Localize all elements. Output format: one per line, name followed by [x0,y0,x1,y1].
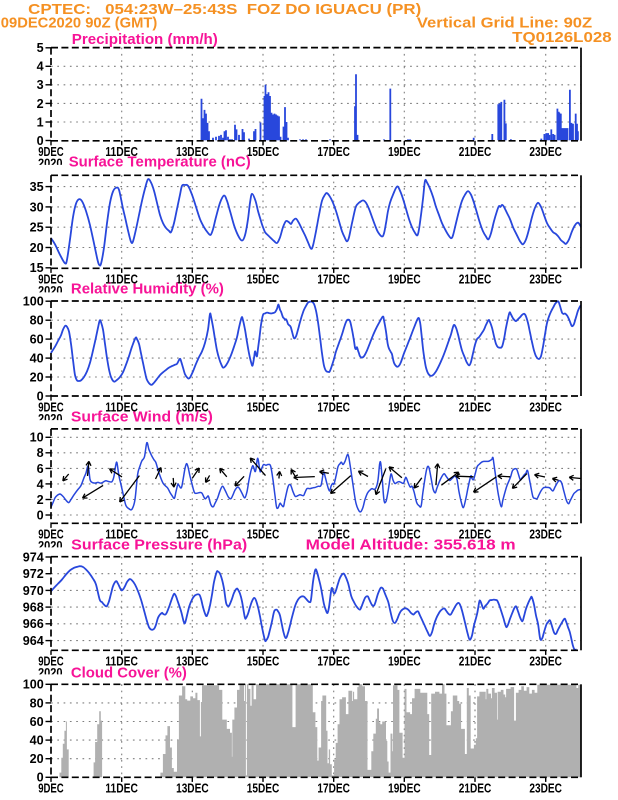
svg-text:80: 80 [30,696,44,710]
svg-text:21DEC: 21DEC [459,528,492,542]
svg-text:0: 0 [37,771,44,785]
svg-text:13DEC: 13DEC [176,145,209,159]
svg-text:972: 972 [23,567,44,581]
svg-text:13DEC: 13DEC [176,273,209,287]
svg-text:15DEC: 15DEC [247,528,279,542]
svg-text:13DEC: 13DEC [176,782,209,796]
svg-text:23DEC: 23DEC [529,528,562,542]
svg-text:2020: 2020 [38,412,63,426]
svg-text:Cloud Cover (%): Cloud Cover (%) [71,664,187,681]
svg-text:25: 25 [30,221,44,235]
svg-text:15DEC: 15DEC [247,273,279,287]
svg-text:2: 2 [37,493,44,507]
svg-text:11DEC: 11DEC [105,273,137,287]
svg-text:40: 40 [30,352,44,366]
svg-text:8: 8 [37,446,44,460]
svg-text:2020: 2020 [38,666,63,680]
svg-text:23DEC: 23DEC [529,655,562,669]
svg-text:17DEC: 17DEC [317,655,350,669]
svg-text:21DEC: 21DEC [459,400,492,414]
svg-text:966: 966 [23,617,44,631]
svg-text:CPTEC: 054:23W–25:43S FOZ D: CPTEC: 054:23W–25:43S FOZ DO IGUACU (PR) [28,1,421,18]
svg-text:19DEC: 19DEC [388,400,421,414]
svg-text:1: 1 [37,115,44,129]
svg-text:23DEC: 23DEC [529,782,562,796]
svg-text:TQ0126L028: TQ0126L028 [512,29,611,46]
svg-text:Precipitation (mm/h): Precipitation (mm/h) [72,31,218,48]
svg-text:20: 20 [30,241,44,255]
svg-text:15DEC: 15DEC [247,145,279,159]
svg-text:13DEC: 13DEC [176,400,209,414]
svg-text:Surface Pressure (hPa): Surface Pressure (hPa) [71,536,247,553]
svg-text:09DEC2020 90Z (GMT): 09DEC2020 90Z (GMT) [1,15,158,32]
svg-text:15DEC: 15DEC [247,400,279,414]
svg-text:10: 10 [30,431,44,445]
svg-text:9DEC: 9DEC [38,145,64,159]
svg-text:60: 60 [30,715,44,729]
svg-text:23DEC: 23DEC [529,400,562,414]
svg-text:2020: 2020 [38,157,63,171]
svg-text:35: 35 [30,180,44,194]
svg-text:3: 3 [37,78,44,92]
svg-text:Model Altitude: 355.618 m: Model Altitude: 355.618 m [306,536,516,553]
svg-text:60: 60 [30,333,44,347]
svg-text:13DEC: 13DEC [176,655,209,669]
svg-text:100: 100 [23,678,44,692]
svg-text:19DEC: 19DEC [388,273,421,287]
svg-text:23DEC: 23DEC [529,273,562,287]
svg-text:15DEC: 15DEC [247,655,279,669]
svg-text:964: 964 [23,634,44,648]
svg-text:20: 20 [30,370,44,384]
svg-text:9DEC: 9DEC [38,400,64,414]
svg-text:80: 80 [30,314,44,328]
svg-text:40: 40 [30,734,44,748]
svg-text:100: 100 [23,295,44,309]
svg-text:9DEC: 9DEC [38,528,64,542]
svg-text:17DEC: 17DEC [317,400,350,414]
svg-text:Vertical Grid Line: 90Z: Vertical Grid Line: 90Z [417,15,592,32]
svg-text:0: 0 [37,134,44,148]
svg-text:19DEC: 19DEC [388,655,421,669]
svg-text:970: 970 [23,584,44,598]
svg-text:968: 968 [23,601,44,615]
svg-text:974: 974 [23,550,44,564]
svg-text:17DEC: 17DEC [317,782,350,796]
svg-text:4: 4 [37,60,44,74]
svg-text:15: 15 [30,261,44,275]
svg-text:15DEC: 15DEC [247,782,279,796]
svg-text:13DEC: 13DEC [176,528,209,542]
svg-text:11DEC: 11DEC [105,528,137,542]
svg-text:11DEC: 11DEC [105,400,137,414]
svg-text:9DEC: 9DEC [38,782,64,796]
svg-text:5: 5 [37,41,44,55]
svg-text:17DEC: 17DEC [317,145,350,159]
svg-text:0: 0 [37,508,44,522]
svg-text:21DEC: 21DEC [459,782,492,796]
svg-text:11DEC: 11DEC [105,145,137,159]
svg-text:Relative Humidity (%): Relative Humidity (%) [71,280,224,297]
svg-text:2020: 2020 [38,284,63,298]
svg-text:Surface Temperature (nC): Surface Temperature (nC) [69,153,251,170]
svg-text:4: 4 [37,477,44,491]
svg-text:2020: 2020 [38,539,63,553]
svg-text:9DEC: 9DEC [38,655,64,669]
svg-text:2: 2 [37,97,44,111]
svg-text:21DEC: 21DEC [459,273,492,287]
svg-text:0: 0 [37,389,44,403]
svg-text:19DEC: 19DEC [388,528,421,542]
svg-text:11DEC: 11DEC [105,655,137,669]
svg-text:21DEC: 21DEC [459,145,492,159]
svg-text:19DEC: 19DEC [388,145,421,159]
svg-text:6: 6 [37,462,44,476]
svg-text:17DEC: 17DEC [317,528,350,542]
svg-text:Surface Wind (m/s): Surface Wind (m/s) [71,408,213,425]
svg-text:30: 30 [30,200,44,214]
svg-text:19DEC: 19DEC [388,782,421,796]
svg-text:11DEC: 11DEC [105,782,137,796]
svg-text:23DEC: 23DEC [529,145,562,159]
svg-text:20: 20 [30,752,44,766]
svg-text:21DEC: 21DEC [459,655,492,669]
svg-text:9DEC: 9DEC [38,273,64,287]
svg-text:17DEC: 17DEC [317,273,350,287]
